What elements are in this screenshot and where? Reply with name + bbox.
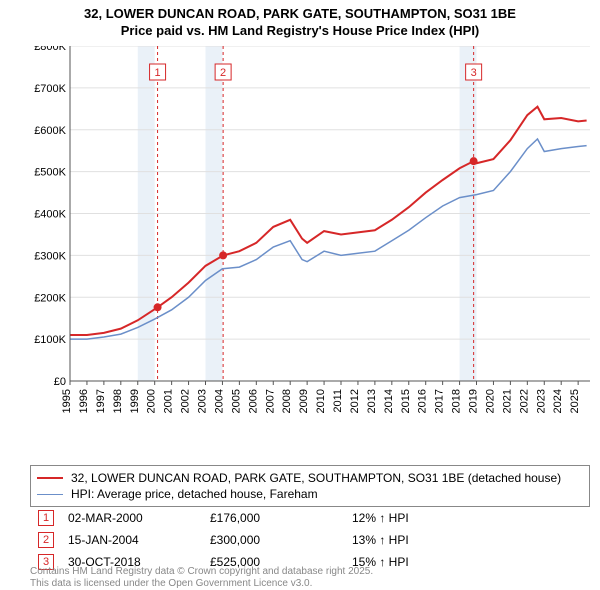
legend: 32, LOWER DUNCAN ROAD, PARK GATE, SOUTHA… [30,465,590,507]
svg-text:2006: 2006 [247,389,259,413]
legend-item: 32, LOWER DUNCAN ROAD, PARK GATE, SOUTHA… [37,470,583,486]
svg-text:2001: 2001 [163,389,175,413]
event-price: £176,000 [204,508,344,528]
svg-text:2020: 2020 [484,389,496,413]
svg-text:£400K: £400K [34,209,66,221]
sale-event-row: 2 15-JAN-2004£300,00013% ↑ HPI [32,530,415,550]
legend-label: 32, LOWER DUNCAN ROAD, PARK GATE, SOUTHA… [71,471,561,485]
price-chart: £0 £100K £200K £300K £400K £500K £600K £700K £80… [30,46,590,426]
svg-text:1997: 1997 [95,389,107,413]
svg-text:£500K: £500K [34,167,66,179]
event-price: £300,000 [204,530,344,550]
svg-text:2023: 2023 [535,389,547,413]
svg-text:1999: 1999 [129,389,141,413]
svg-text:£700K: £700K [34,83,66,95]
svg-text:2018: 2018 [451,389,463,413]
chart-title: 32, LOWER DUNCAN ROAD, PARK GATE, SOUTHA… [0,0,600,40]
svg-text:2024: 2024 [552,389,564,413]
svg-text:2012: 2012 [349,389,361,413]
svg-text:2016: 2016 [417,389,429,413]
svg-text:2007: 2007 [264,389,276,413]
event-pct: 13% ↑ HPI [346,530,415,550]
event-pct: 12% ↑ HPI [346,508,415,528]
svg-text:2004: 2004 [213,389,225,413]
event-date: 15-JAN-2004 [62,530,202,550]
svg-text:1: 1 [155,67,161,79]
svg-text:2022: 2022 [518,389,530,413]
event-badge: 1 [38,510,54,526]
event-date: 02-MAR-2000 [62,508,202,528]
svg-text:2000: 2000 [146,389,158,413]
sale-events-table: 1 02-MAR-2000£176,00012% ↑ HPI 2 15-JAN-200… [30,506,417,574]
attribution-line1: Contains HM Land Registry data © Crown c… [30,566,373,578]
svg-text:1998: 1998 [112,389,124,413]
svg-text:1996: 1996 [78,389,90,413]
legend-swatch [37,477,63,479]
svg-text:£600K: £600K [34,125,66,137]
title-line1: 32, LOWER DUNCAN ROAD, PARK GATE, SOUTHA… [0,6,600,23]
attribution: Contains HM Land Registry data © Crown c… [30,566,373,590]
svg-text:2009: 2009 [298,389,310,413]
svg-text:2003: 2003 [197,389,209,413]
legend-swatch [37,494,63,495]
svg-text:2013: 2013 [366,389,378,413]
svg-text:2021: 2021 [501,389,513,413]
svg-text:2: 2 [220,67,226,79]
svg-text:£200K: £200K [34,292,66,304]
svg-text:2014: 2014 [383,389,395,413]
svg-text:2011: 2011 [332,389,344,413]
svg-text:3: 3 [471,67,477,79]
svg-text:2017: 2017 [434,389,446,413]
attribution-line2: This data is licensed under the Open Gov… [30,578,373,590]
legend-label: HPI: Average price, detached house, Fare… [71,487,318,501]
svg-text:2025: 2025 [569,389,581,413]
legend-item: HPI: Average price, detached house, Fare… [37,486,583,502]
svg-text:2008: 2008 [281,389,293,413]
svg-text:£0: £0 [54,376,66,388]
sale-event-row: 1 02-MAR-2000£176,00012% ↑ HPI [32,508,415,528]
svg-text:1995: 1995 [61,389,73,413]
svg-text:2005: 2005 [230,389,242,413]
event-badge: 2 [38,532,54,548]
svg-text:2015: 2015 [400,389,412,413]
svg-text:£800K: £800K [34,46,66,53]
svg-text:2002: 2002 [180,389,192,413]
svg-text:2010: 2010 [315,389,327,413]
svg-text:2019: 2019 [468,389,480,413]
svg-text:£100K: £100K [34,334,66,346]
title-line2: Price paid vs. HM Land Registry's House … [0,23,600,40]
svg-text:£300K: £300K [34,250,66,262]
